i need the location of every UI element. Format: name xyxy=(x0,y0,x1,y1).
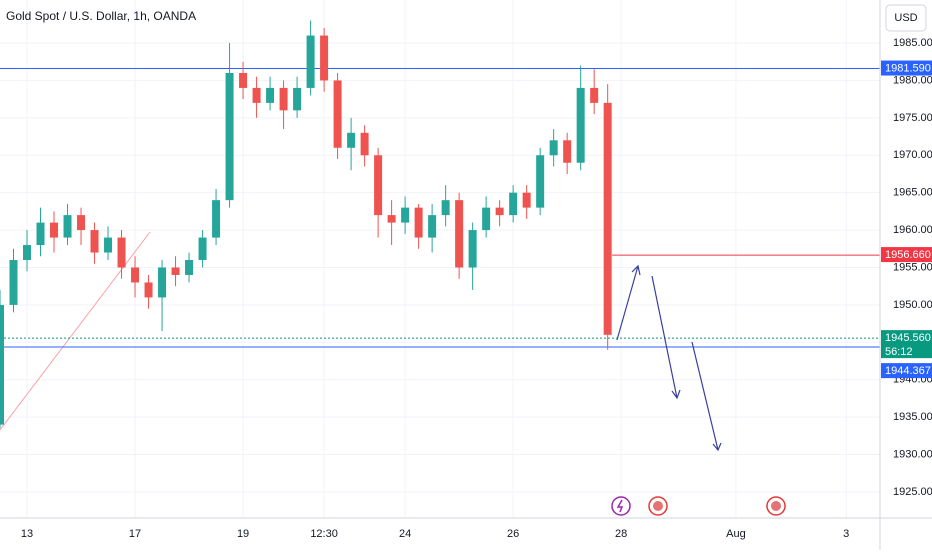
y-tick-label: 1985.000 xyxy=(893,37,932,49)
event-icon[interactable] xyxy=(611,496,631,516)
candle-body xyxy=(23,245,32,261)
candle-body xyxy=(158,267,167,298)
candle-body xyxy=(50,222,59,238)
price-badge-label: 1944.367 xyxy=(885,365,931,377)
levels xyxy=(0,68,880,348)
candle-body xyxy=(185,260,194,275)
arrow xyxy=(691,341,719,451)
y-tick-label: 1975.000 xyxy=(893,112,932,124)
x-tick-label: 26 xyxy=(507,528,519,540)
x-tick-label: 3 xyxy=(843,528,849,540)
projection-arrows xyxy=(616,264,722,452)
candle-body xyxy=(549,140,558,156)
candle-body xyxy=(509,192,518,216)
currency-button[interactable] xyxy=(885,4,927,32)
price-badge-label: 1945.560 xyxy=(885,332,931,344)
y-tick-label: 1960.000 xyxy=(893,224,932,236)
price-badge xyxy=(881,247,932,263)
countdown: 56:12 xyxy=(885,346,913,358)
candle-body xyxy=(279,87,288,111)
candle-body xyxy=(198,237,207,261)
y-tick-label: 1935.000 xyxy=(893,411,932,423)
y-tick-label: 1965.000 xyxy=(893,187,932,199)
currency-label: USD xyxy=(894,12,917,24)
candle-body xyxy=(563,140,572,163)
price-badge xyxy=(881,60,932,76)
flag-icon xyxy=(771,501,781,511)
price-badge xyxy=(881,330,932,359)
candle-body xyxy=(36,222,45,246)
candle-body xyxy=(239,72,248,88)
candle-body xyxy=(522,192,531,208)
candle-body xyxy=(131,267,140,283)
x-tick-label: 24 xyxy=(399,528,411,540)
candle-body xyxy=(144,282,153,298)
candle-body xyxy=(90,230,99,253)
candle-body xyxy=(387,215,396,223)
y-tick-label: 1980.000 xyxy=(893,74,932,86)
candle-body xyxy=(441,200,450,216)
x-tick-label: 28 xyxy=(615,528,627,540)
candle-body xyxy=(104,237,113,253)
candle-body xyxy=(117,237,126,268)
axis: 1925.0001930.0001935.0001940.0001945.000… xyxy=(21,37,932,540)
arrow-head xyxy=(671,389,681,400)
x-tick-label: 13 xyxy=(21,528,33,540)
candle-body xyxy=(455,200,464,268)
candle-body xyxy=(171,267,180,275)
y-tick-label: 1955.000 xyxy=(893,261,932,273)
event-icons xyxy=(611,496,786,516)
candle-body xyxy=(603,102,612,335)
candle-body xyxy=(9,260,18,305)
x-tick-label: 17 xyxy=(129,528,141,540)
candle-body xyxy=(536,155,545,208)
candle-body xyxy=(306,35,315,88)
chart-title: Gold Spot / U.S. Dollar, 1h, OANDA xyxy=(6,9,196,23)
candle-body xyxy=(482,207,491,231)
candles xyxy=(0,20,612,429)
x-tick-label: 19 xyxy=(237,528,249,540)
candle-body xyxy=(252,87,261,103)
candle-body xyxy=(77,215,86,231)
event-icon-glyph xyxy=(616,499,624,513)
candle-body xyxy=(401,207,410,223)
grid xyxy=(0,0,880,518)
trend-line xyxy=(0,231,151,431)
y-tick-label: 1930.000 xyxy=(893,448,932,460)
candle-body xyxy=(225,72,234,201)
arrow xyxy=(616,265,639,341)
arrow-head xyxy=(631,264,641,276)
candle-body xyxy=(576,87,585,163)
candle-body xyxy=(320,35,329,81)
candle-body xyxy=(266,87,275,103)
price-badge-label: 1956.660 xyxy=(885,249,931,261)
y-tick-label: 1925.000 xyxy=(893,486,932,498)
candle-body xyxy=(0,304,4,425)
candle-body xyxy=(212,200,221,238)
candle-body xyxy=(590,87,599,103)
candle-body xyxy=(333,80,342,148)
candle-body xyxy=(347,132,356,148)
candle-body xyxy=(63,215,72,238)
price-badge-label: 1981.590 xyxy=(885,62,931,74)
flag-icon xyxy=(653,501,663,511)
x-tick-label: Aug xyxy=(726,528,746,540)
arrow xyxy=(651,275,678,399)
candle-body xyxy=(414,207,423,238)
candle-body xyxy=(374,155,383,216)
price-badge xyxy=(881,363,932,379)
x-tick-label: 12:30 xyxy=(310,528,338,540)
arrow-head xyxy=(712,442,722,452)
y-tick-label: 1970.000 xyxy=(893,149,932,161)
candle-body xyxy=(468,230,477,268)
candle-body xyxy=(293,87,302,111)
candle-body xyxy=(495,207,504,216)
candle-body xyxy=(428,215,437,238)
y-tick-label: 1950.000 xyxy=(893,299,932,311)
candle-body xyxy=(360,132,369,156)
